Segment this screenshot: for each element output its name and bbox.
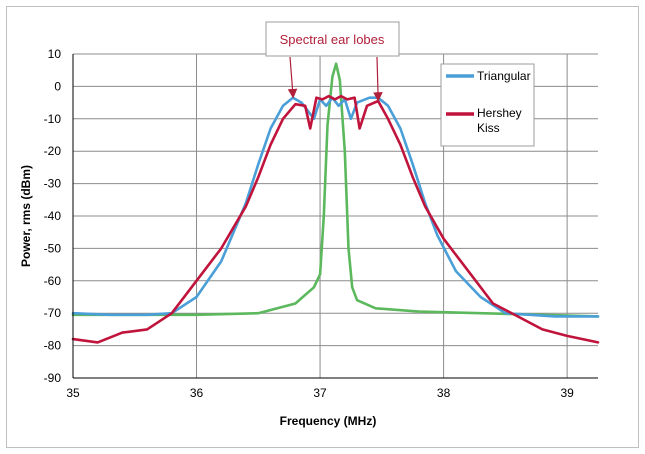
y-tick-label: 10 [48,47,62,61]
x-tick-label: 36 [190,386,204,400]
y-tick-label: -40 [44,209,62,223]
legend-label-triangular: Triangular [477,69,531,83]
series-line-narrowband [71,62,600,318]
y-axis-title: Power, rms (dBm) [19,165,33,267]
x-tick-labels: 35 36 37 38 39 [66,386,574,400]
series-line-hershey-kiss [71,94,600,344]
y-tick-label: -50 [44,241,62,255]
series-line-triangular [71,96,600,318]
x-tick-label: 39 [560,386,574,400]
legend: Triangular Hershey Kiss [440,63,535,147]
y-tick-label: -90 [44,371,62,385]
y-tick-label: -10 [44,112,62,126]
annotation-box [265,21,400,57]
y-tick-labels: 10 0 -10 -20 -30 -40 -50 -60 -70 -80 -90 [44,47,62,385]
y-tick-label: -80 [44,339,62,353]
y-tick-label: -60 [44,274,62,288]
x-tick-label: 35 [66,386,80,400]
y-tick-label: 0 [54,79,61,93]
annotation-arrows [287,56,383,102]
x-axis-title: Frequency (MHz) [280,414,377,428]
annotation: Spectral ear lobes [265,21,400,102]
annotation-arrow [373,56,383,102]
annotation-arrow [287,56,298,99]
y-tick-label: -70 [44,306,62,320]
x-tick-label: 38 [437,386,451,400]
y-tick-label: -20 [44,144,62,158]
y-tick-label: -30 [44,177,62,191]
annotation-text: Spectral ear lobes [280,32,385,47]
series-layer [71,62,600,344]
legend-label-hershey-kiss: Hershey Kiss [477,106,525,135]
x-tick-label: 37 [313,386,327,400]
